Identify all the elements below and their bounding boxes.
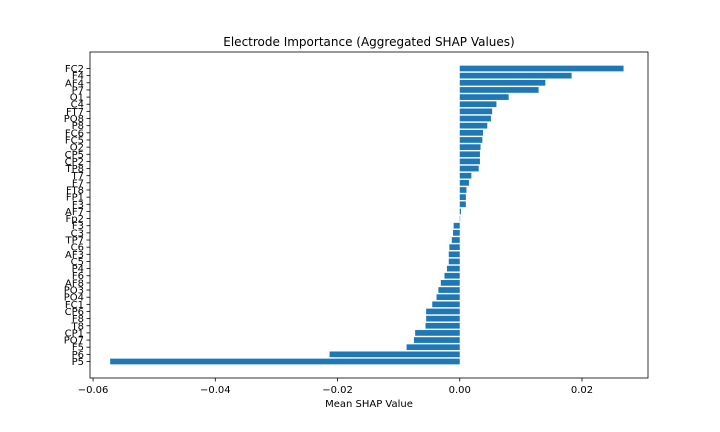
bar-po7 (413, 337, 460, 343)
y-tick-label: FP1 (66, 193, 84, 204)
y-tick-label: T7 (71, 171, 84, 182)
bar-cp1 (415, 330, 460, 336)
y-tick-label: FC1 (65, 300, 84, 311)
y-axis-ticks: FC2F4AF4P7O1C4FT7PO8P8FC6FC5O2CP5CP2TP8T… (64, 64, 90, 368)
y-tick-label: TP7 (64, 236, 84, 247)
bar-cp6 (426, 308, 460, 315)
y-tick-label: PO4 (64, 293, 84, 304)
y-tick-label: AF4 (65, 78, 84, 89)
y-tick-label: F3 (72, 200, 84, 211)
y-tick-label: FT7 (66, 107, 84, 118)
y-tick-label: Fp2 (66, 214, 84, 225)
y-tick-label: FC5 (65, 135, 84, 146)
x-axis-label: Mean SHAP Value (325, 399, 413, 410)
y-tick-label: F3 (72, 221, 84, 232)
y-tick-label: C5 (71, 257, 84, 268)
bar-f4 (459, 72, 572, 79)
bar-p5 (110, 358, 460, 365)
bar-fp1 (459, 194, 466, 200)
x-axis-ticks: −0.06 −0.04 −0.02 0.00 0.02 (78, 378, 593, 396)
bar-f6 (444, 272, 460, 279)
y-tick-label: FC2 (65, 64, 84, 75)
x-tick-label: 0.00 (449, 385, 471, 396)
x-tick-label: −0.06 (78, 385, 109, 396)
y-tick-label: FT8 (66, 185, 84, 196)
bar-f3 (459, 201, 466, 208)
x-tick-label: −0.02 (322, 385, 353, 396)
bar-af4 (459, 79, 546, 86)
bar-fc1 (432, 301, 460, 308)
bar-c4 (459, 101, 497, 108)
bar-f7 (459, 179, 469, 186)
y-tick-label: F7 (72, 178, 84, 189)
bar-c6 (449, 244, 460, 251)
bar-t7 (459, 172, 472, 179)
y-tick-label: F8 (72, 314, 84, 325)
y-tick-label: AF3 (65, 250, 84, 261)
bar-ft8 (459, 187, 467, 193)
bar-af8 (440, 280, 460, 286)
bar-f8 (426, 315, 460, 322)
y-tick-label: CP1 (65, 328, 84, 339)
y-tick-label: AF7 (65, 207, 84, 218)
y-tick-label: CP5 (65, 150, 84, 161)
bar-f5 (406, 344, 460, 351)
y-tick-label: PO3 (64, 286, 84, 297)
y-tick-label: P4 (72, 264, 84, 275)
bar-p4 (446, 265, 460, 272)
y-tick-label: O1 (70, 93, 84, 104)
y-tick-label: CP2 (65, 157, 84, 168)
y-tick-label: F5 (72, 343, 84, 354)
bar-cp2 (459, 158, 480, 165)
y-tick-label: F4 (72, 71, 84, 82)
bar-c5 (448, 258, 460, 265)
plot-frame (89, 51, 649, 379)
y-tick-label: P5 (72, 357, 84, 368)
bar-o1 (459, 94, 509, 100)
bar-cp5 (459, 151, 480, 158)
y-tick-label: C4 (71, 100, 84, 111)
y-tick-label: C6 (71, 243, 84, 254)
y-tick-label: AF8 (65, 278, 84, 289)
bar-fc5 (459, 137, 483, 143)
bar-p7 (459, 87, 539, 93)
y-tick-label: P6 (72, 350, 84, 361)
y-tick-label: CP6 (65, 307, 84, 318)
x-tick-label: −0.04 (200, 385, 231, 396)
bar-t8 (425, 322, 460, 329)
y-tick-label: FC6 (65, 128, 84, 139)
bar-c3 (453, 230, 460, 236)
bar-f3 (453, 222, 460, 229)
bar-af3 (448, 251, 460, 258)
bar-o2 (459, 144, 481, 150)
bar-p6 (329, 351, 460, 358)
bar-po3 (438, 287, 460, 293)
y-tick-label: TP8 (64, 164, 84, 175)
y-tick-label: P7 (72, 85, 84, 96)
y-tick-label: T8 (71, 321, 84, 332)
y-tick-label: C3 (71, 228, 84, 239)
bar-tp8 (459, 165, 479, 172)
y-tick-label: PO8 (64, 114, 84, 125)
y-tick-label: PO7 (64, 336, 84, 347)
bar-po4 (436, 294, 460, 301)
bars-group (110, 65, 624, 365)
chart-title: Electrode Importance (Aggregated SHAP Va… (223, 35, 514, 49)
bar-af7 (459, 208, 461, 215)
y-tick-label: P8 (72, 121, 84, 132)
bar-p8 (459, 122, 488, 129)
y-tick-label: O2 (70, 143, 84, 154)
x-tick-label: 0.02 (571, 385, 593, 396)
bar-tp7 (451, 237, 460, 243)
y-tick-label: F6 (72, 271, 84, 282)
bar-fc2 (459, 65, 624, 72)
bar-po8 (459, 115, 491, 122)
bar-ft7 (459, 108, 493, 115)
bar-fc6 (459, 129, 483, 136)
